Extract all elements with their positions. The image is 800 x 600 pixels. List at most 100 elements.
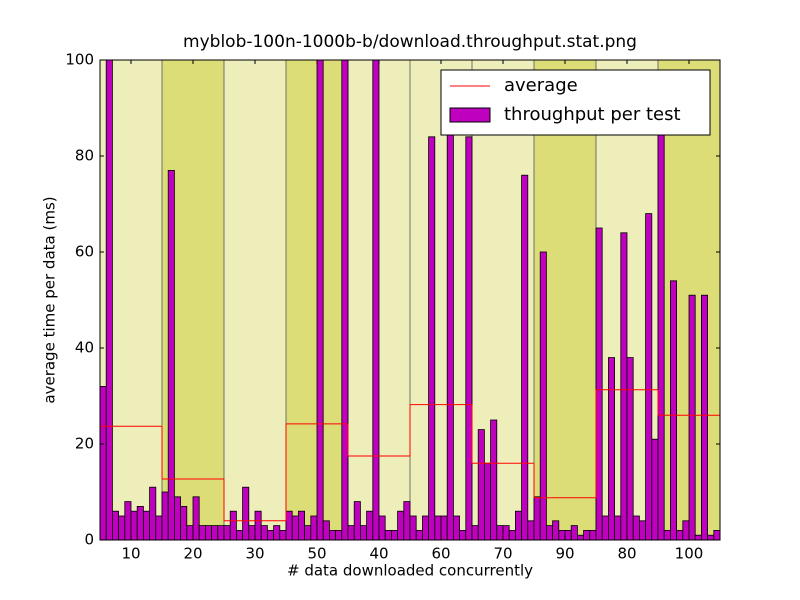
bar [403,501,411,540]
x-tick-label: 20 [183,545,202,563]
bar [335,530,343,540]
bar [676,530,684,540]
bar [663,530,671,540]
y-tick-label: 20 [75,435,94,453]
bar [105,60,113,540]
bar [384,530,392,540]
bar [198,525,206,540]
y-tick-label: 40 [75,339,94,357]
bar [167,169,175,540]
bar [161,491,169,540]
bar [155,515,163,540]
y-axis-label: average time per data (ms) [41,196,59,403]
bar [502,525,510,540]
bar [440,515,448,540]
legend-swatch [449,107,491,123]
bar [285,510,293,540]
bar [248,525,256,540]
bar [242,486,250,540]
bar [390,530,398,540]
bar [459,530,467,540]
bar [601,515,609,540]
bar [124,501,132,540]
bar [701,294,709,540]
bar [223,525,231,540]
bar [347,525,355,540]
x-tick-label: 70 [493,545,512,563]
bar [552,520,560,540]
bar [583,530,591,540]
bar [577,534,585,540]
bar [217,525,225,540]
legend: average throughput per test [440,69,711,136]
bar [490,419,498,540]
y-tick-label: 0 [84,531,94,549]
bar [192,496,200,540]
bar [608,357,616,540]
bar [620,232,628,540]
bar [304,525,312,540]
bar [273,525,281,540]
bar [707,534,715,540]
axes: 10 20 30 50 40 60 70 90 80 100 0 20 40 60 80 100 [65,51,720,563]
y-tick-label: 60 [75,243,94,261]
bar [496,525,504,540]
bar [421,515,429,540]
bar [409,515,417,540]
bar [670,280,678,540]
x-tick-label: 50 [307,545,326,563]
x-tick-label: 60 [431,545,450,563]
legend-box [440,69,711,136]
bar [452,515,460,540]
plot [100,60,720,540]
bar [266,530,274,540]
x-tick-label: 40 [369,545,388,563]
bar [713,530,720,540]
bar [595,227,603,540]
bar [229,510,237,540]
bar [254,510,262,540]
x-tick-label: 30 [245,545,264,563]
bar [260,525,268,540]
bar [297,510,305,540]
bar [322,520,330,540]
bar [657,131,665,540]
bar [688,294,696,540]
bar [483,462,491,540]
legend-label: average [504,75,578,96]
legend-label: throughput per test [504,104,681,125]
plot-frame [99,59,721,541]
bar [211,525,219,540]
bar [142,510,150,540]
bar [546,525,554,540]
bar [639,520,647,540]
bar [136,505,144,540]
x-tick-label: 10 [121,545,140,563]
y-tick-label: 80 [75,147,94,165]
x-axis-label: # data downloaded concurrently [287,562,533,580]
bar [446,131,454,540]
x-tick-label: 80 [617,545,636,563]
bar [465,136,473,540]
bar [149,486,157,540]
bar [434,515,442,540]
bar [328,530,336,540]
bar [204,525,212,540]
bar [564,530,572,540]
bar [173,496,181,540]
bar [112,510,120,540]
bar [310,515,318,540]
bar [589,530,597,540]
bar [378,515,386,540]
bar [359,525,367,540]
band [410,60,472,540]
bar [539,251,547,540]
bar [428,136,436,540]
bar [645,213,653,540]
bar [651,438,659,540]
bar [682,520,690,540]
bar [291,515,299,540]
bar [694,534,702,540]
x-tick-label: 90 [555,545,574,563]
bar [341,60,349,540]
